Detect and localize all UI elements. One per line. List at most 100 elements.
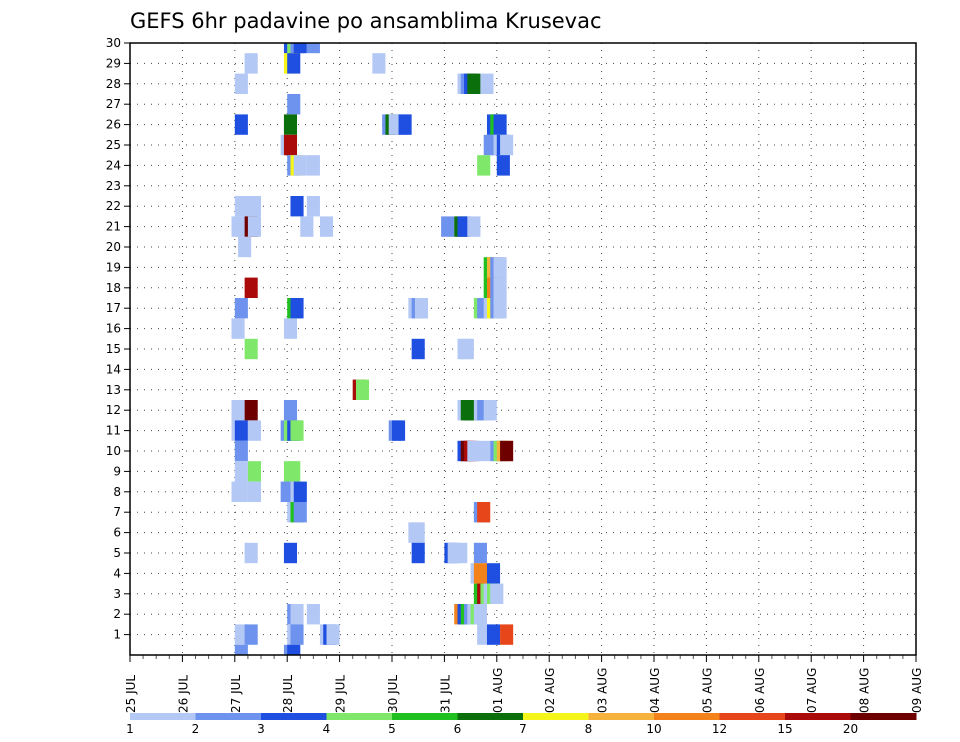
precip-cell — [287, 53, 301, 74]
legend-swatch — [130, 713, 196, 720]
precip-cell — [454, 542, 468, 564]
precip-cell — [473, 542, 487, 564]
precip-cell — [290, 298, 304, 319]
precip-cell — [283, 134, 298, 156]
precip-cell — [473, 563, 487, 584]
precip-cell — [290, 420, 304, 441]
precip-cell — [234, 481, 248, 502]
y-tick-label: 5 — [113, 546, 121, 560]
precip-cell — [477, 502, 491, 523]
precip-cell — [290, 624, 304, 645]
y-tick-label: 11 — [106, 424, 121, 438]
x-tick-label: 07 AUG — [805, 668, 819, 713]
precip-cell — [372, 53, 386, 74]
x-tick-label: 05 AUG — [700, 668, 714, 713]
precip-cell — [287, 461, 301, 482]
precip-cell — [293, 502, 307, 523]
y-tick-label: 21 — [106, 220, 121, 234]
precip-cell — [493, 298, 507, 319]
precip-cell — [496, 155, 510, 176]
y-tick-label: 23 — [106, 179, 121, 193]
y-tick-label: 17 — [106, 301, 121, 315]
legend-label: 5 — [388, 722, 396, 736]
precip-cell — [477, 440, 491, 462]
y-tick-label: 12 — [106, 403, 121, 417]
precip-cell — [238, 236, 252, 258]
legend-label: 4 — [323, 722, 331, 736]
x-tick-label: 01 AUG — [491, 668, 505, 713]
y-tick-label: 7 — [113, 505, 121, 519]
legend-swatch — [719, 713, 786, 720]
precip-cell — [231, 318, 245, 339]
y-tick-label: 4 — [113, 566, 121, 580]
precip-cell — [244, 624, 258, 645]
legend-swatch — [850, 713, 917, 720]
precip-cell — [247, 420, 261, 441]
precip-cell — [247, 461, 261, 482]
precip-cell — [319, 216, 334, 237]
legend-label: 12 — [712, 722, 727, 736]
precip-cell — [411, 338, 425, 360]
precip-cell — [234, 420, 248, 441]
y-tick-label: 27 — [106, 97, 121, 111]
y-tick-label: 14 — [106, 362, 121, 376]
color-legend: 1 2 3 4 5 6 7 8 10 12 15 20 — [126, 713, 917, 736]
legend-swatch — [785, 713, 851, 720]
precip-cell — [467, 216, 481, 237]
y-tick-label: 26 — [106, 118, 121, 132]
precip-cell — [247, 216, 261, 237]
y-tick-label: 20 — [106, 240, 121, 254]
legend-label: 15 — [777, 722, 792, 736]
x-tick-label: 09 AUG — [910, 668, 924, 713]
legend-label: 3 — [257, 722, 265, 736]
precip-cell — [287, 644, 301, 655]
precip-cell — [392, 420, 406, 441]
precip-cell — [231, 400, 245, 421]
legend-label: 7 — [519, 722, 527, 736]
precip-cell — [244, 542, 258, 564]
x-tick-label: 25 JUL — [124, 675, 138, 713]
legend-swatch — [654, 713, 720, 720]
heatmap-cells — [231, 43, 514, 655]
legend-label: 10 — [646, 722, 661, 736]
x-axis-ticks: 25 JUL 26 JUL 27 JUL 28 JUL 29 JUL 30 JUL 31 J… — [124, 655, 924, 713]
precip-cell — [486, 563, 501, 584]
plot-frame — [129, 42, 917, 656]
precip-cell — [490, 583, 504, 604]
y-tick-label: 10 — [106, 444, 121, 458]
x-tick-label: 04 AUG — [648, 668, 662, 713]
precip-cell — [473, 604, 487, 625]
y-tick-label: 30 — [106, 36, 121, 50]
precip-cell — [414, 298, 429, 319]
precip-cell — [290, 604, 304, 625]
precip-cell — [244, 277, 258, 298]
precip-cell — [480, 73, 494, 94]
y-tick-label: 15 — [106, 342, 121, 356]
precip-cell — [244, 338, 258, 360]
legend-label: 20 — [843, 722, 858, 736]
precip-cell — [306, 155, 320, 176]
precip-cell — [283, 542, 298, 564]
precip-cell — [244, 400, 258, 421]
precip-cell — [493, 257, 507, 278]
precip-cell — [234, 73, 248, 94]
x-tick-label: 02 AUG — [543, 668, 557, 713]
precip-cell — [486, 624, 501, 645]
precip-cell — [467, 73, 481, 94]
precip-cell — [411, 522, 425, 543]
precip-cell — [441, 216, 455, 237]
x-tick-label: 31 JUL — [438, 675, 452, 713]
legend-label: 2 — [192, 722, 200, 736]
legend-swatch — [261, 713, 327, 720]
precip-cell — [500, 440, 514, 462]
x-tick-label: 26 JUL — [176, 675, 190, 713]
precip-cell — [411, 542, 425, 564]
legend-swatch — [392, 713, 458, 720]
x-tick-label: 27 JUL — [229, 675, 243, 713]
precip-cell — [234, 440, 248, 462]
precip-cell — [460, 338, 474, 360]
y-tick-label: 29 — [106, 56, 121, 70]
legend-label: 6 — [454, 722, 462, 736]
precip-cell — [398, 114, 412, 135]
x-tick-label: 28 JUL — [281, 675, 295, 713]
